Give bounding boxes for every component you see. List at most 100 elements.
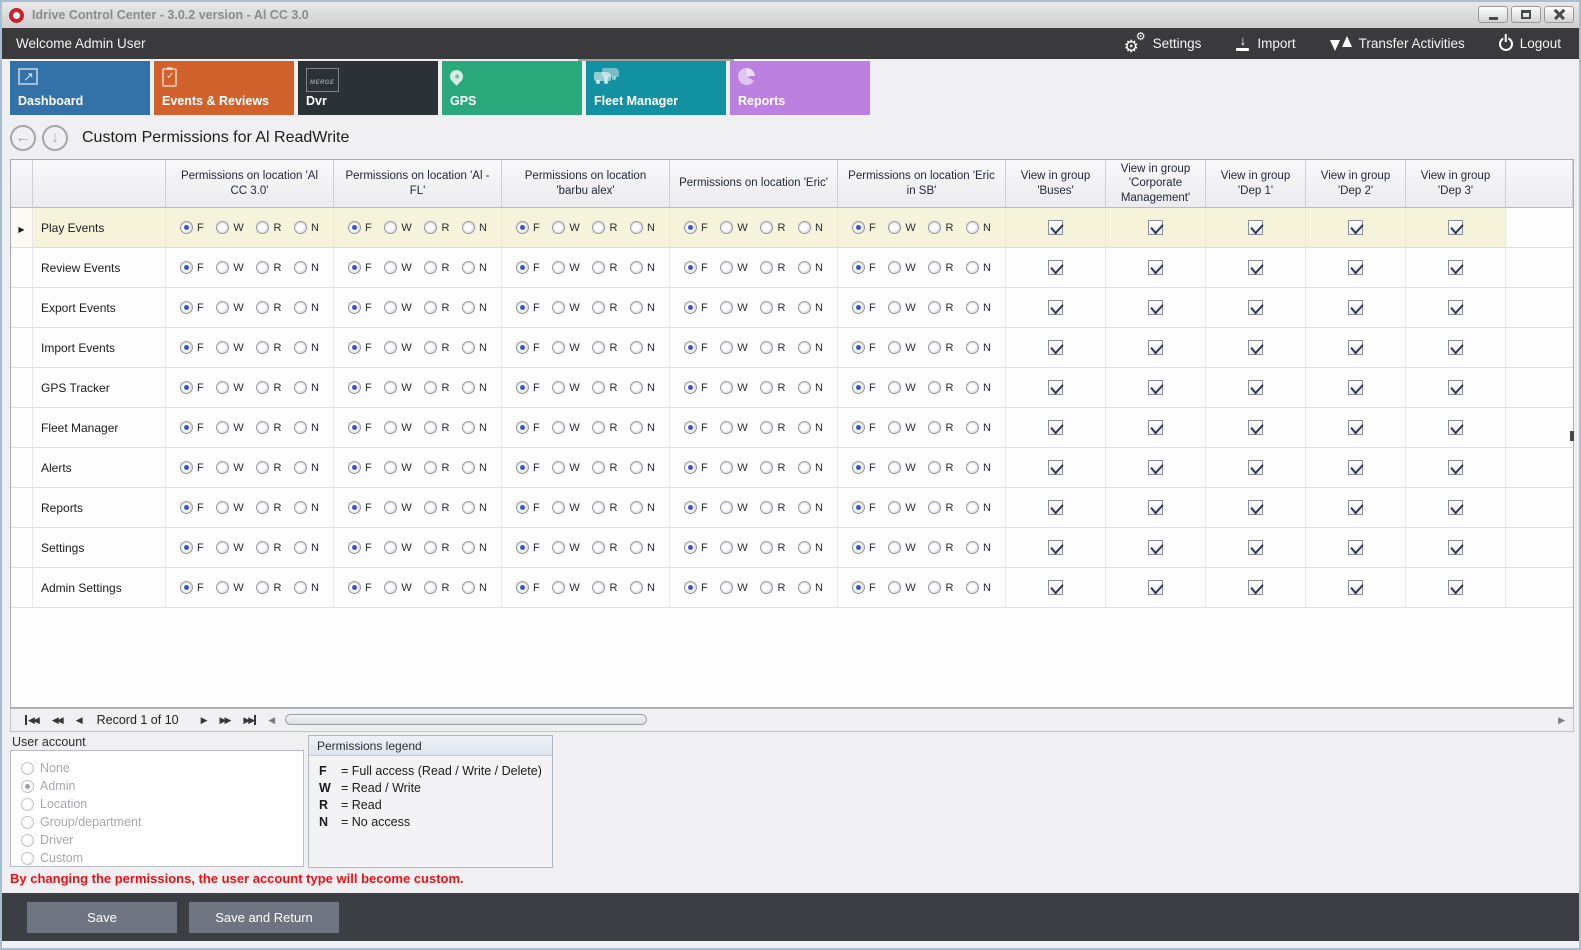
radio-fleet-manager-1-R[interactable]: R <box>424 421 449 434</box>
radio-settings-0-N[interactable]: N <box>294 541 319 554</box>
radio-gps-tracker-2-N[interactable]: N <box>630 381 655 394</box>
radio-fleet-manager-2-F[interactable]: F <box>516 421 540 434</box>
row-label[interactable]: Alerts <box>33 448 166 488</box>
radio-review-events-3-F[interactable]: F <box>684 261 708 274</box>
radio-review-events-1-F[interactable]: F <box>348 261 372 274</box>
radio-settings-0-W[interactable]: W <box>216 541 244 554</box>
radio-admin-settings-2-W[interactable]: W <box>552 581 580 594</box>
checkbox-import-events-3[interactable] <box>1348 340 1363 355</box>
radio-fleet-manager-0-N[interactable]: N <box>294 421 319 434</box>
radio-alerts-3-F[interactable]: F <box>684 461 708 474</box>
radio-export-events-2-W[interactable]: W <box>552 301 580 314</box>
collapse-button[interactable] <box>42 124 68 151</box>
checkbox-fleet-manager-2[interactable] <box>1248 420 1263 435</box>
radio-settings-2-W[interactable]: W <box>552 541 580 554</box>
checkbox-admin-settings-0[interactable] <box>1048 580 1063 595</box>
radio-reports-2-R[interactable]: R <box>592 501 617 514</box>
radio-review-events-3-N[interactable]: N <box>798 261 823 274</box>
radio-gps-tracker-1-N[interactable]: N <box>462 381 487 394</box>
radio-import-events-1-R[interactable]: R <box>424 341 449 354</box>
radio-review-events-0-N[interactable]: N <box>294 261 319 274</box>
radio-export-events-4-W[interactable]: W <box>888 301 916 314</box>
radio-gps-tracker-2-F[interactable]: F <box>516 381 540 394</box>
user-account-option-custom[interactable]: Custom <box>21 849 293 867</box>
radio-import-events-2-N[interactable]: N <box>630 341 655 354</box>
radio-import-events-3-R[interactable]: R <box>760 341 785 354</box>
row-label[interactable]: Reports <box>33 488 166 528</box>
radio-admin-settings-0-F[interactable]: F <box>180 581 204 594</box>
radio-admin-settings-0-W[interactable]: W <box>216 581 244 594</box>
radio-settings-1-N[interactable]: N <box>462 541 487 554</box>
radio-settings-3-N[interactable]: N <box>798 541 823 554</box>
radio-import-events-3-N[interactable]: N <box>798 341 823 354</box>
radio-reports-0-R[interactable]: R <box>256 501 281 514</box>
user-account-option-none[interactable]: None <box>21 759 293 777</box>
radio-review-events-4-N[interactable]: N <box>966 261 991 274</box>
radio-gps-tracker-3-F[interactable]: F <box>684 381 708 394</box>
radio-admin-settings-0-R[interactable]: R <box>256 581 281 594</box>
radio-admin-settings-3-W[interactable]: W <box>720 581 748 594</box>
radio-play-events-3-R[interactable]: R <box>760 221 785 234</box>
radio-export-events-4-R[interactable]: R <box>928 301 953 314</box>
radio-reports-4-F[interactable]: F <box>852 501 876 514</box>
radio-play-events-4-N[interactable]: N <box>966 221 991 234</box>
radio-export-events-2-R[interactable]: R <box>592 301 617 314</box>
radio-gps-tracker-4-N[interactable]: N <box>966 381 991 394</box>
radio-import-events-2-F[interactable]: F <box>516 341 540 354</box>
radio-settings-2-R[interactable]: R <box>592 541 617 554</box>
checkbox-import-events-2[interactable] <box>1248 340 1263 355</box>
radio-admin-settings-2-R[interactable]: R <box>592 581 617 594</box>
row-label[interactable]: Review Events <box>33 248 166 288</box>
radio-fleet-manager-3-W[interactable]: W <box>720 421 748 434</box>
radio-reports-3-R[interactable]: R <box>760 501 785 514</box>
radio-settings-1-R[interactable]: R <box>424 541 449 554</box>
checkbox-fleet-manager-0[interactable] <box>1048 420 1063 435</box>
radio-reports-4-N[interactable]: N <box>966 501 991 514</box>
radio-admin-settings-3-F[interactable]: F <box>684 581 708 594</box>
checkbox-gps-tracker-3[interactable] <box>1348 380 1363 395</box>
radio-reports-2-F[interactable]: F <box>516 501 540 514</box>
radio-alerts-3-R[interactable]: R <box>760 461 785 474</box>
checkbox-alerts-2[interactable] <box>1248 460 1263 475</box>
radio-admin-settings-1-W[interactable]: W <box>384 581 412 594</box>
radio-play-events-1-R[interactable]: R <box>424 221 449 234</box>
checkbox-reports-3[interactable] <box>1348 500 1363 515</box>
horizontal-scrollbar[interactable] <box>281 713 1552 727</box>
next-page-icon[interactable] <box>220 715 230 726</box>
radio-fleet-manager-4-W[interactable]: W <box>888 421 916 434</box>
checkbox-review-events-3[interactable] <box>1348 260 1363 275</box>
radio-export-events-0-N[interactable]: N <box>294 301 319 314</box>
radio-settings-4-F[interactable]: F <box>852 541 876 554</box>
radio-fleet-manager-2-W[interactable]: W <box>552 421 580 434</box>
radio-export-events-1-F[interactable]: F <box>348 301 372 314</box>
checkbox-reports-0[interactable] <box>1048 500 1063 515</box>
radio-reports-0-N[interactable]: N <box>294 501 319 514</box>
vertical-scrollbar-thumb[interactable] <box>1570 431 1574 441</box>
radio-review-events-3-W[interactable]: W <box>720 261 748 274</box>
checkbox-import-events-0[interactable] <box>1048 340 1063 355</box>
checkbox-fleet-manager-3[interactable] <box>1348 420 1363 435</box>
checkbox-fleet-manager-4[interactable] <box>1448 420 1463 435</box>
checkbox-review-events-1[interactable] <box>1148 260 1163 275</box>
radio-gps-tracker-3-W[interactable]: W <box>720 381 748 394</box>
checkbox-gps-tracker-4[interactable] <box>1448 380 1463 395</box>
radio-export-events-3-R[interactable]: R <box>760 301 785 314</box>
radio-settings-4-N[interactable]: N <box>966 541 991 554</box>
checkbox-play-events-0[interactable] <box>1048 220 1063 235</box>
radio-alerts-0-W[interactable]: W <box>216 461 244 474</box>
checkbox-settings-2[interactable] <box>1248 540 1263 555</box>
radio-fleet-manager-2-N[interactable]: N <box>630 421 655 434</box>
radio-settings-3-R[interactable]: R <box>760 541 785 554</box>
radio-play-events-4-R[interactable]: R <box>928 221 953 234</box>
radio-reports-0-W[interactable]: W <box>216 501 244 514</box>
radio-gps-tracker-0-F[interactable]: F <box>180 381 204 394</box>
row-label[interactable]: Fleet Manager <box>33 408 166 448</box>
scroll-left-icon[interactable] <box>268 715 275 726</box>
checkbox-settings-4[interactable] <box>1448 540 1463 555</box>
radio-import-events-0-N[interactable]: N <box>294 341 319 354</box>
topbar-action-import[interactable]: ↓ Import <box>1235 34 1296 51</box>
checkbox-alerts-3[interactable] <box>1348 460 1363 475</box>
radio-fleet-manager-3-N[interactable]: N <box>798 421 823 434</box>
radio-settings-0-F[interactable]: F <box>180 541 204 554</box>
radio-fleet-manager-0-W[interactable]: W <box>216 421 244 434</box>
